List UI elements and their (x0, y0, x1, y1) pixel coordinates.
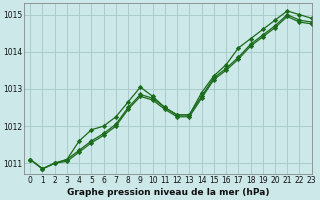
X-axis label: Graphe pression niveau de la mer (hPa): Graphe pression niveau de la mer (hPa) (67, 188, 269, 197)
